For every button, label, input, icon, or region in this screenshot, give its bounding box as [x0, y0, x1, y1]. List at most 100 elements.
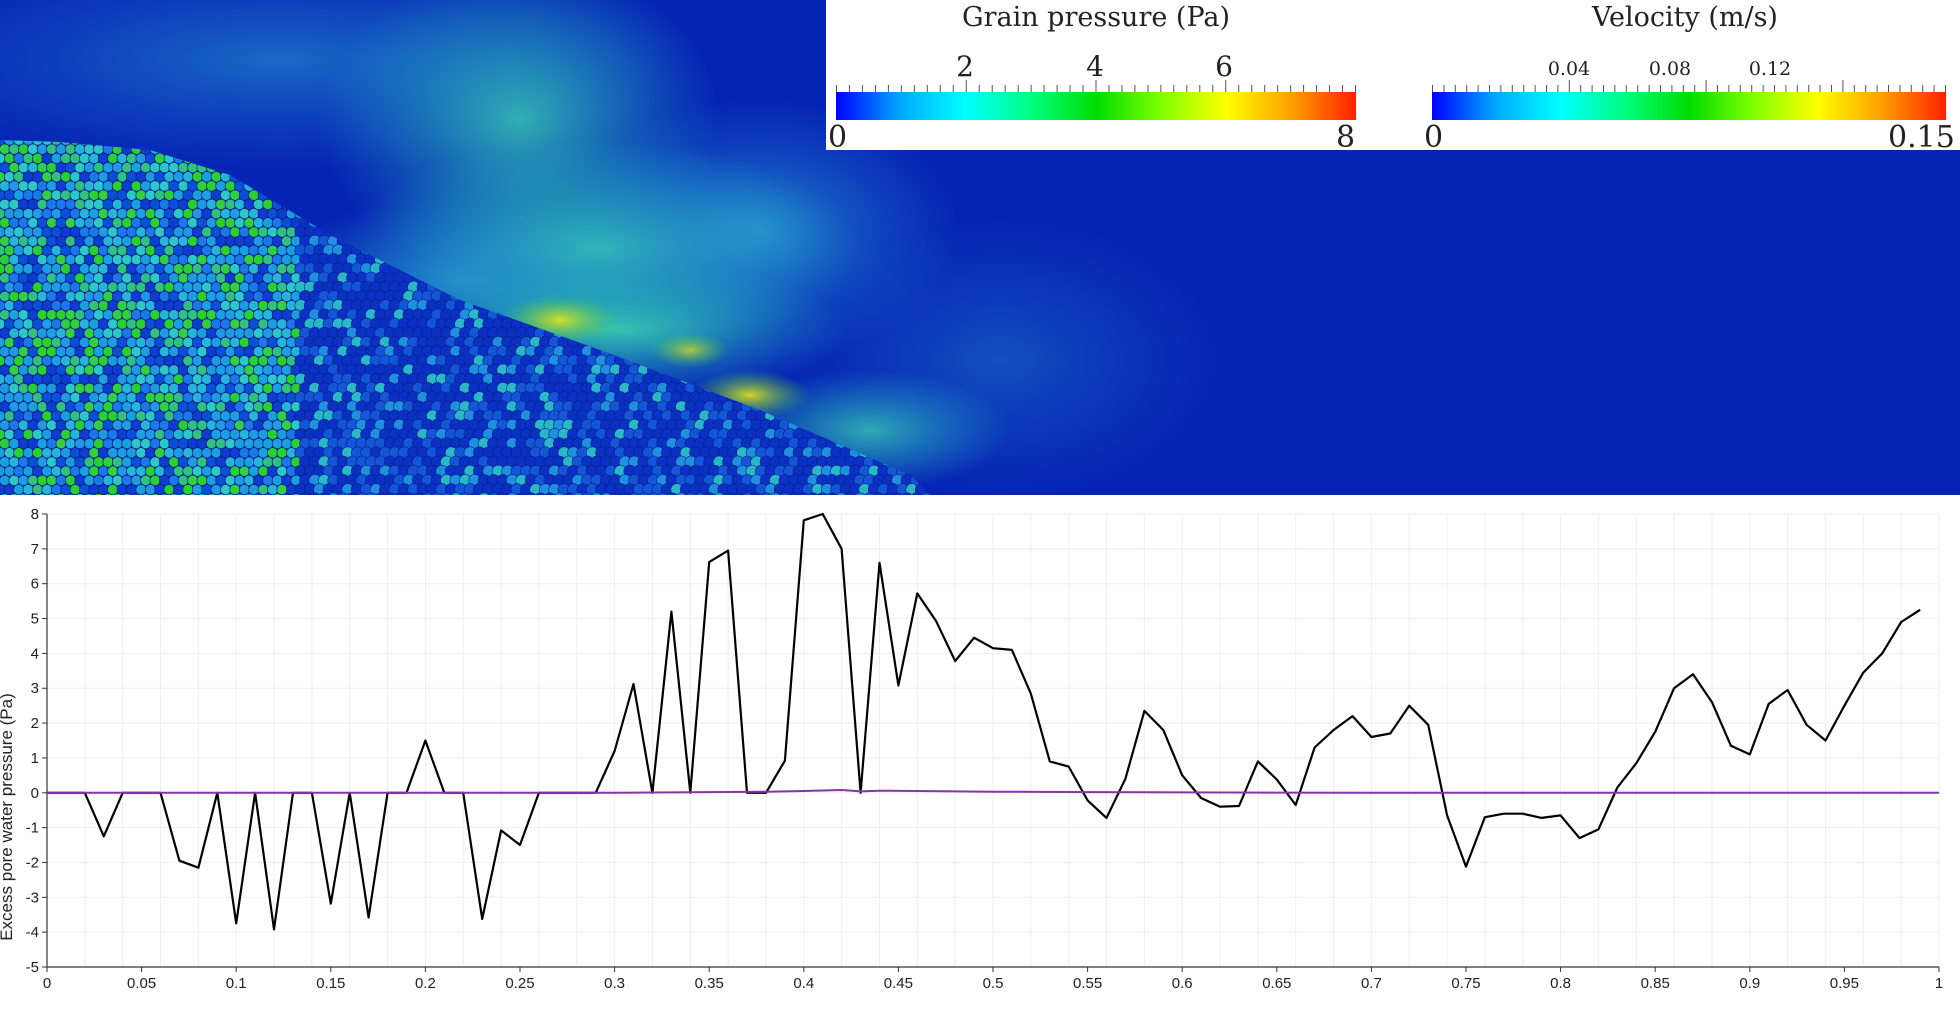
grain: [112, 327, 124, 339]
grain: [83, 254, 95, 266]
grain: [234, 254, 246, 266]
grain: [248, 392, 260, 404]
grain: [27, 438, 39, 450]
grain: [140, 438, 152, 450]
grain: [187, 382, 199, 394]
grain: [863, 492, 876, 495]
grain: [154, 263, 166, 275]
grain: [69, 355, 81, 367]
grain: [262, 290, 274, 302]
grain: [806, 492, 820, 495]
grain: [149, 493, 161, 495]
grain: [83, 346, 95, 358]
grain: [97, 263, 109, 275]
grain: [22, 428, 34, 440]
grain: [74, 290, 86, 302]
grain: [234, 438, 246, 450]
grain: [50, 355, 62, 367]
grain: [173, 281, 185, 293]
grain: [590, 492, 604, 495]
grain: [243, 474, 255, 486]
grain: [224, 346, 236, 358]
grain: [130, 309, 142, 321]
grain: [102, 493, 114, 495]
grain: [220, 392, 232, 404]
grain: [220, 355, 232, 367]
grain: [36, 217, 48, 229]
grain: [243, 254, 255, 266]
grain: [159, 217, 171, 229]
grain: [22, 373, 34, 385]
grain: [215, 456, 227, 468]
grain: [102, 180, 114, 192]
grain: [253, 382, 265, 394]
grain: [102, 456, 114, 468]
grain: [201, 428, 213, 440]
grain: [144, 447, 156, 459]
grain: [50, 171, 62, 183]
x-tick-label: 0.3: [604, 975, 625, 992]
grain: [88, 447, 100, 459]
grain: [210, 428, 222, 440]
grain: [154, 465, 166, 477]
grain: [281, 364, 293, 376]
grain: [191, 263, 203, 275]
y-axis-label: Excess pore water pressure (Pa): [0, 693, 16, 941]
grain: [238, 281, 250, 293]
grain: [149, 290, 161, 302]
grain: [257, 244, 269, 256]
grain: [271, 272, 283, 284]
grain: [97, 208, 109, 220]
grain: [140, 382, 152, 394]
grain: [262, 217, 274, 229]
velocity-tick: 0.12: [1748, 58, 1792, 80]
grain: [36, 401, 48, 413]
grain: [182, 465, 194, 477]
grain: [17, 198, 29, 210]
grain: [50, 373, 62, 385]
grain: [112, 198, 124, 210]
grain: [27, 180, 39, 192]
grain: [0, 235, 11, 247]
grain: [93, 346, 105, 358]
grain: [83, 180, 95, 192]
grain: [196, 456, 208, 468]
grain: [116, 392, 128, 404]
grain: [41, 171, 53, 183]
grain: [55, 235, 67, 247]
grain: [74, 493, 86, 495]
grain: [900, 492, 914, 495]
grain: [215, 198, 227, 210]
grain: [140, 235, 152, 247]
grain: [253, 217, 265, 229]
grain: [135, 392, 147, 404]
grain: [191, 281, 203, 293]
grain: [276, 410, 288, 422]
grain: [93, 456, 105, 468]
x-tick-label: 0.15: [316, 975, 345, 992]
grain: [267, 300, 279, 312]
grain: [32, 226, 44, 238]
grain: [267, 318, 279, 330]
grain: [102, 327, 114, 339]
grain: [173, 318, 185, 330]
x-tick-label: 0.75: [1451, 975, 1480, 992]
grain: [262, 346, 274, 358]
grain: [27, 364, 39, 376]
grain: [182, 447, 194, 459]
grain: [215, 346, 227, 358]
grain: [8, 143, 20, 155]
grain: [238, 447, 250, 459]
grain: [97, 152, 109, 164]
grain: [22, 484, 34, 495]
grain: [220, 226, 232, 238]
grain: [201, 226, 213, 238]
grain: [97, 428, 109, 440]
grain: [196, 254, 208, 266]
grain: [163, 484, 175, 495]
grain: [163, 189, 175, 201]
grain: [177, 346, 189, 358]
grain: [88, 484, 100, 495]
x-tick-label: 1: [1935, 975, 1943, 992]
grain: [778, 492, 792, 495]
